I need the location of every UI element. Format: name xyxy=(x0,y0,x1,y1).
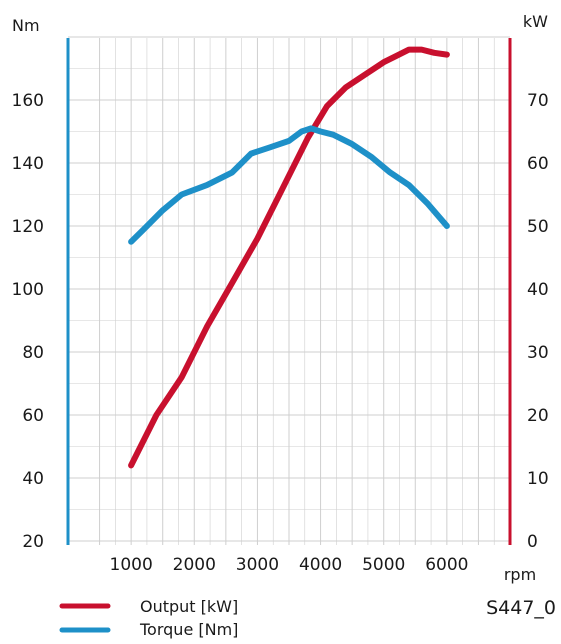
x-tick-label: 1000 xyxy=(110,555,153,575)
right-tick-label: 10 xyxy=(527,469,549,489)
left-tick-label: 140 xyxy=(12,154,44,174)
right-tick-label: 70 xyxy=(527,91,549,111)
legend: Output [kW] Torque [Nm] xyxy=(59,597,238,639)
legend-label-torque: Torque [Nm] xyxy=(139,620,238,639)
right-tick-label: 50 xyxy=(527,217,549,237)
right-tick-label: 60 xyxy=(527,154,549,174)
right-axis-unit: kW xyxy=(523,12,548,31)
x-tick-label: 3000 xyxy=(236,555,279,575)
left-tick-label: 40 xyxy=(22,469,44,489)
grid xyxy=(68,36,510,545)
left-tick-label: 60 xyxy=(22,406,44,426)
x-tick-label: 6000 xyxy=(425,555,468,575)
right-tick-label: 40 xyxy=(527,280,549,300)
left-tick-label: 80 xyxy=(22,343,44,363)
x-tick-label: 2000 xyxy=(173,555,216,575)
series-layer xyxy=(128,46,450,469)
figure-code: S447_0 xyxy=(486,597,556,619)
right-tick-label: 0 xyxy=(527,532,538,552)
series-line-output xyxy=(128,46,450,469)
left-tick-label: 160 xyxy=(12,91,44,111)
axes xyxy=(66,38,512,545)
right-tick-label: 30 xyxy=(527,343,549,363)
left-axis-unit: Nm xyxy=(12,16,40,35)
series-line-torque xyxy=(128,125,450,245)
x-tick-label: 5000 xyxy=(362,555,405,575)
x-axis-unit: rpm xyxy=(504,565,536,584)
tick-labels: 20 40 60 80 100 120 140 160 0 10 20 30 40 50 60 70 1000 2… xyxy=(12,91,549,575)
left-tick-label: 120 xyxy=(12,217,44,237)
left-tick-label: 100 xyxy=(12,280,44,300)
right-tick-label: 20 xyxy=(527,406,549,426)
x-tick-label: 4000 xyxy=(299,555,342,575)
legend-label-output: Output [kW] xyxy=(140,597,238,616)
left-tick-label: 20 xyxy=(22,532,44,552)
